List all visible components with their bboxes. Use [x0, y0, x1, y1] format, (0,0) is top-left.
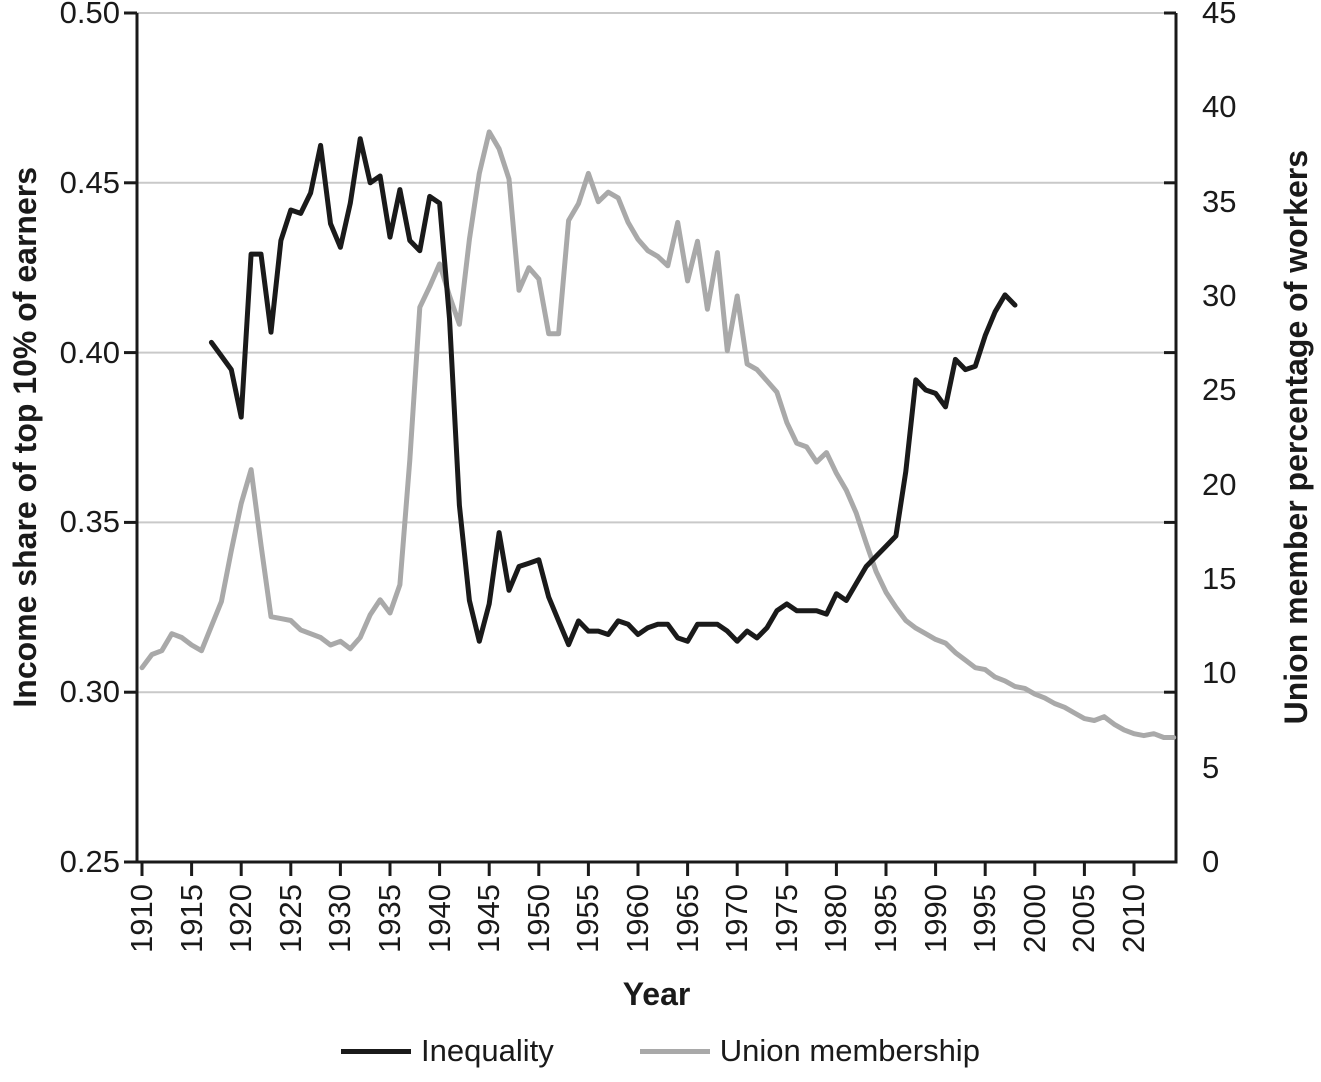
left-axis-title-wrap: Income share of top 10% of earners: [2, 13, 48, 862]
right-axis-title-wrap: Union member percentage of workers: [1273, 13, 1319, 862]
x-axis-tick-label-text: 1915: [173, 884, 209, 953]
right-axis-tick-label: 40: [1202, 89, 1237, 125]
inequality-line: [208, 136, 1018, 648]
x-axis-tick-label: 2000: [1016, 884, 1052, 953]
x-axis-tick-label: 1995: [967, 884, 1003, 953]
x-axis-tick-label-text: 1990: [917, 884, 953, 953]
x-axis-tick-label-text: 1995: [967, 884, 1003, 953]
x-axis-tick-label-text: 2005: [1066, 884, 1102, 953]
right-axis-tick-label: 5: [1202, 749, 1220, 785]
legend-label-inequality: Inequality: [421, 1033, 554, 1068]
x-axis-tick-label-text: 1975: [768, 884, 804, 953]
inequality-line-swatch: [341, 1048, 412, 1054]
x-axis-tick-label-text: 1920: [223, 884, 259, 953]
x-axis-tick-label-text: 1980: [818, 884, 854, 953]
x-axis-tick-label-text: 1970: [719, 884, 755, 953]
x-axis-tick-label-text: 1935: [372, 884, 407, 953]
x-axis-tick-label-text: 1930: [322, 884, 358, 953]
x-axis-tick-label: 1930: [322, 884, 358, 953]
x-axis-tick-label: 2005: [1066, 884, 1102, 953]
x-axis-tick-label: 2010: [1116, 884, 1151, 953]
x-axis-tick-label-text: 1940: [421, 884, 457, 953]
x-axis-tick-label: 1945: [471, 884, 507, 953]
right-axis-tick-label: 25: [1202, 372, 1237, 408]
legend-label-union: Union membership: [719, 1033, 980, 1068]
right-axis-tick-label: 30: [1202, 278, 1237, 313]
left-axis-tick-label: 0.25: [59, 844, 120, 879]
left-axis-tick-label: 0.50: [59, 0, 120, 30]
x-axis-tick-label: 1925: [272, 884, 308, 953]
x-axis-tick-label-text: 2010: [1116, 884, 1151, 953]
x-axis-tick-label-text: 1910: [124, 884, 159, 953]
right-axis-tick-label: 0: [1202, 844, 1220, 879]
left-axis-tick-label: 0.45: [59, 164, 120, 200]
x-axis-tick-label-text: 1925: [272, 884, 308, 953]
x-axis-tick-label: 1990: [917, 884, 953, 953]
x-axis-tick-label: 1920: [223, 884, 259, 953]
x-axis-tick-label: 1935: [372, 884, 407, 953]
x-axis-tick-label: 1955: [570, 884, 606, 953]
right-axis-title: Union member percentage of workers: [1278, 150, 1314, 725]
x-axis-tick-label: 1950: [520, 884, 556, 953]
x-axis-tick-label-text: 1965: [669, 884, 705, 953]
x-axis-tick-label: 1985: [868, 884, 903, 953]
x-axis-tick-label-text: 1960: [620, 884, 655, 953]
x-axis-tick-label-text: 2000: [1016, 884, 1052, 953]
chart-legend: Inequality Union membership: [0, 1028, 1321, 1074]
x-axis-tick-label: 1910: [124, 884, 159, 953]
x-axis-tick-label: 1975: [768, 884, 804, 953]
right-axis-tick-label: 10: [1202, 655, 1237, 691]
x-axis-tick-label-text: 1950: [520, 884, 556, 953]
x-axis-tick-label: 1980: [818, 884, 854, 953]
x-axis-title: Year: [622, 976, 691, 1012]
x-axis-tick-label: 1965: [669, 884, 705, 953]
left-axis-tick-label: 0.30: [59, 674, 120, 710]
right-axis-tick-label: 35: [1202, 183, 1237, 219]
union-membership-line-swatch: [639, 1048, 710, 1054]
left-axis-title: Income share of top 10% of earners: [7, 167, 43, 708]
right-axis-tick-label: 45: [1202, 0, 1237, 30]
x-axis-tick-label: 1915: [173, 884, 209, 953]
x-axis-tick-label: 1960: [620, 884, 655, 953]
union-membership-line: [139, 129, 1177, 740]
x-axis-tick-label-text: 1985: [868, 884, 903, 953]
legend-entry-union: Union membership: [639, 1033, 980, 1069]
x-axis-tick-label-text: 1955: [570, 884, 606, 953]
right-axis-tick-label: 15: [1202, 561, 1237, 596]
left-axis-tick-label: 0.40: [59, 334, 120, 370]
x-axis-tick-label: 1940: [421, 884, 457, 953]
right-axis-tick-label: 20: [1202, 466, 1237, 502]
x-axis-tick-label: 1970: [719, 884, 755, 953]
x-axis-tick-label-text: 1945: [471, 884, 507, 953]
legend-entry-inequality: Inequality: [341, 1033, 554, 1069]
left-axis-tick-label: 0.35: [59, 504, 120, 540]
